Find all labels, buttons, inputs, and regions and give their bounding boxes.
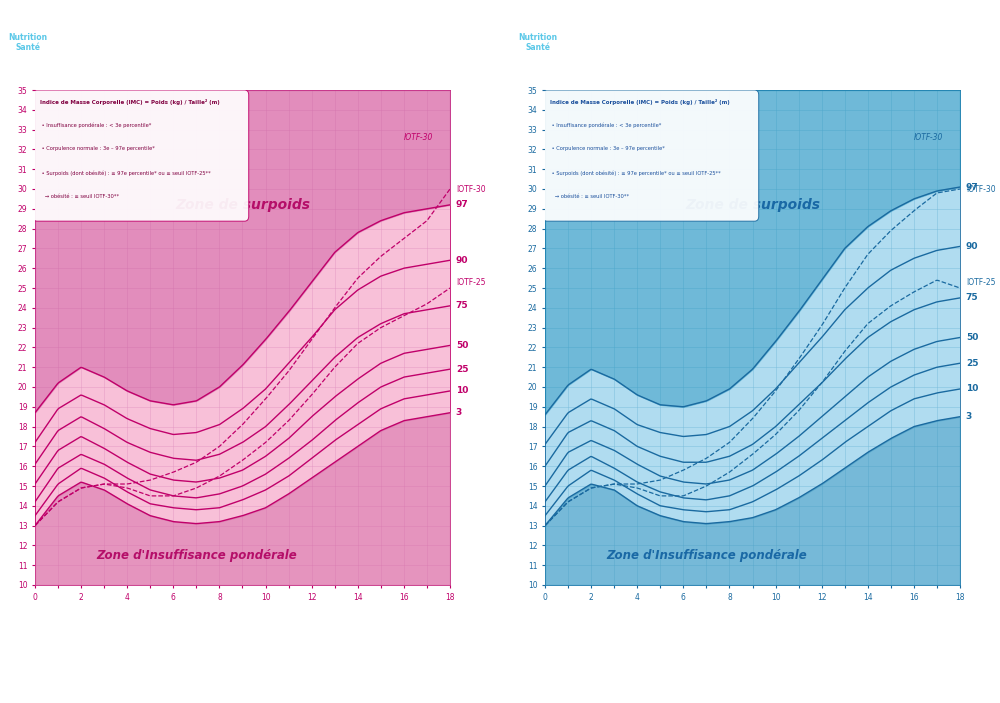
Text: IOTF-25: IOTF-25 bbox=[966, 278, 995, 287]
Text: Indice de Masse Corporelle (IMC) = Poids (kg) / Taille² (m): Indice de Masse Corporelle (IMC) = Poids… bbox=[550, 99, 730, 105]
Text: National: National bbox=[13, 23, 42, 28]
Text: • Insuffisance pondérale : < 3e percentile*: • Insuffisance pondérale : < 3e percenti… bbox=[40, 122, 151, 128]
Text: IOTF-30: IOTF-30 bbox=[404, 132, 433, 141]
Text: 25: 25 bbox=[966, 359, 978, 368]
Text: IOTF-30: IOTF-30 bbox=[966, 184, 995, 193]
Text: • Surpoids (dont obésité) : ≥ 97e percentile* ou ≥ seuil IOTF-25**: • Surpoids (dont obésité) : ≥ 97e percen… bbox=[550, 170, 721, 176]
Text: Zone d'Insuffisance pondérale: Zone d'Insuffisance pondérale bbox=[96, 549, 297, 562]
Text: 75: 75 bbox=[966, 293, 978, 302]
Text: 97: 97 bbox=[456, 200, 469, 209]
Text: 3: 3 bbox=[966, 412, 972, 421]
Text: Santé: Santé bbox=[525, 44, 550, 53]
Text: Zone d'Insuffisance pondérale: Zone d'Insuffisance pondérale bbox=[606, 549, 807, 562]
Text: Zone de surpoids: Zone de surpoids bbox=[685, 198, 820, 212]
Text: 10: 10 bbox=[966, 385, 978, 394]
Text: National: National bbox=[523, 23, 552, 28]
Text: Nutrition: Nutrition bbox=[8, 34, 47, 42]
Text: 75: 75 bbox=[456, 302, 468, 310]
Text: 50: 50 bbox=[966, 333, 978, 342]
Text: Programme: Programme bbox=[517, 13, 558, 18]
Text: • Insuffisance pondérale : < 3e percentile*: • Insuffisance pondérale : < 3e percenti… bbox=[550, 122, 661, 128]
Text: → obésité : ≥ seuil IOTF-30**: → obésité : ≥ seuil IOTF-30** bbox=[40, 194, 119, 199]
Text: 25: 25 bbox=[456, 365, 468, 374]
Text: • Surpoids (dont obésité) : ≥ 97e percentile* ou ≥ seuil IOTF-25**: • Surpoids (dont obésité) : ≥ 97e percen… bbox=[40, 170, 211, 176]
Text: Zone de surpoids: Zone de surpoids bbox=[175, 198, 310, 212]
Text: 3: 3 bbox=[456, 408, 462, 418]
Text: IOTF-25: IOTF-25 bbox=[456, 278, 485, 287]
Text: → obésité : ≥ seuil IOTF-30**: → obésité : ≥ seuil IOTF-30** bbox=[550, 194, 629, 199]
FancyBboxPatch shape bbox=[33, 90, 249, 221]
Text: Indice de Masse Corporelle (IMC) = Poids (kg) / Taille² (m): Indice de Masse Corporelle (IMC) = Poids… bbox=[40, 99, 220, 105]
Text: Santé: Santé bbox=[15, 44, 40, 53]
Text: Courbe de Corpulence chez les filles de 0 à 18 ans: Courbe de Corpulence chez les filles de … bbox=[106, 26, 439, 39]
Text: Programme: Programme bbox=[7, 13, 48, 18]
Text: • Corpulence normale : 3e – 97e percentile*: • Corpulence normale : 3e – 97e percenti… bbox=[40, 146, 155, 151]
Text: IOTF-30: IOTF-30 bbox=[914, 132, 943, 141]
Text: 10: 10 bbox=[456, 387, 468, 396]
Text: Nutrition: Nutrition bbox=[518, 34, 557, 42]
Text: • Corpulence normale : 3e – 97e percentile*: • Corpulence normale : 3e – 97e percenti… bbox=[550, 146, 665, 151]
Text: 90: 90 bbox=[456, 256, 468, 265]
FancyBboxPatch shape bbox=[543, 90, 759, 221]
Text: 97: 97 bbox=[966, 183, 979, 191]
Text: 50: 50 bbox=[456, 341, 468, 350]
Text: IOTF-30: IOTF-30 bbox=[456, 184, 485, 193]
Text: Courbe de Corpulence chez les garçons de 0 à 18 ans: Courbe de Corpulence chez les garçons de… bbox=[606, 26, 959, 39]
Text: 90: 90 bbox=[966, 242, 978, 251]
